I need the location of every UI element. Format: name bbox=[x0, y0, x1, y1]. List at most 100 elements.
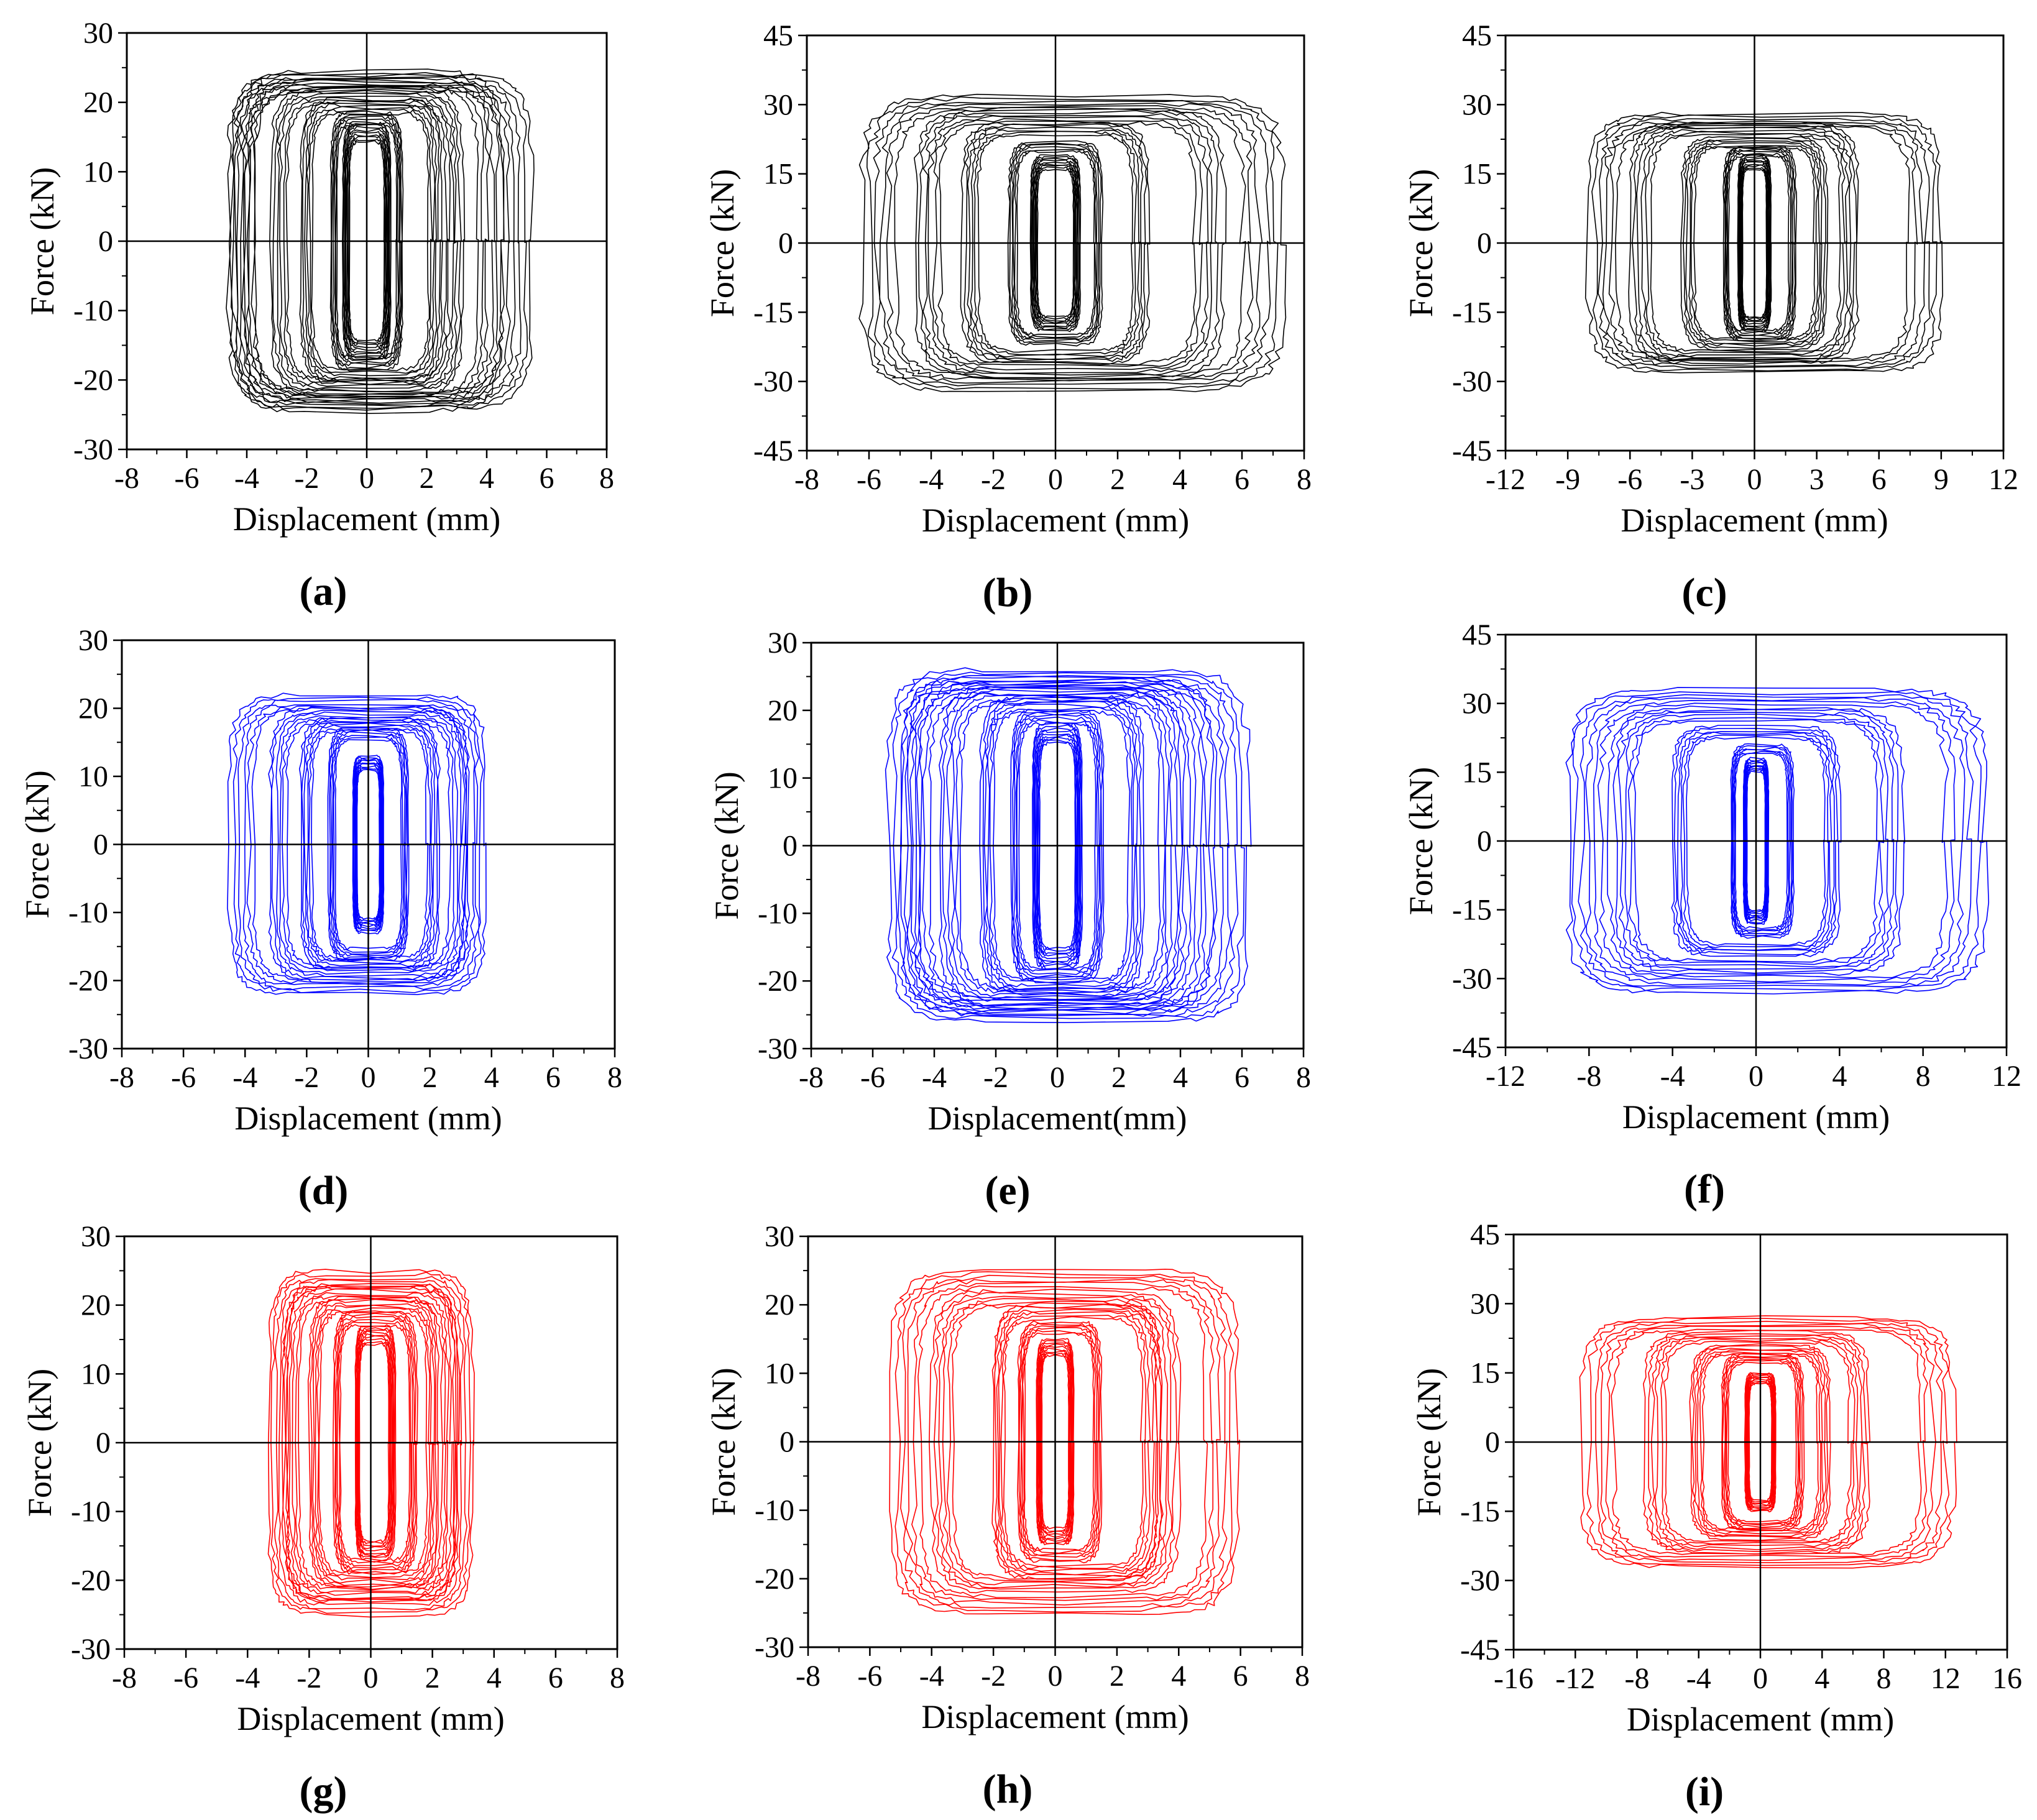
hysteresis-loop bbox=[1011, 144, 1100, 342]
y-tick-label: 20 bbox=[83, 86, 113, 119]
hysteresis-loop bbox=[928, 691, 1187, 999]
x-tick-label: -2 bbox=[297, 1661, 321, 1694]
hysteresis-loop bbox=[1740, 164, 1768, 321]
x-tick-label: 4 bbox=[1814, 1662, 1829, 1695]
hysteresis-loop bbox=[917, 1285, 1208, 1599]
hysteresis-loop bbox=[1585, 697, 1966, 986]
x-tick-label: -8 bbox=[1576, 1060, 1601, 1093]
x-tick-label: -4 bbox=[235, 1661, 260, 1694]
hysteresis-loop bbox=[359, 1343, 390, 1543]
hysteresis-loop bbox=[950, 694, 1170, 998]
hysteresis-loop bbox=[283, 98, 451, 383]
hysteresis-loop bbox=[1727, 1361, 1797, 1522]
hysteresis-loop bbox=[914, 107, 1227, 380]
x-tick-label: -2 bbox=[981, 463, 1006, 496]
hysteresis-loop bbox=[1034, 730, 1080, 963]
x-tick-label: 6 bbox=[1872, 463, 1887, 496]
hysteresis-loop bbox=[241, 82, 516, 400]
hysteresis-loop bbox=[1016, 719, 1098, 972]
hysteresis-loop bbox=[1691, 1345, 1829, 1538]
hysteresis-loop bbox=[1727, 152, 1791, 334]
hysteresis-loop bbox=[312, 1302, 435, 1584]
hysteresis-loop bbox=[299, 97, 443, 385]
x-tick-label: 4 bbox=[1173, 1061, 1188, 1094]
hysteresis-loop bbox=[1742, 168, 1767, 318]
hysteresis-loop bbox=[1014, 149, 1097, 338]
hysteresis-loop bbox=[1688, 142, 1821, 344]
x-tick-label: 0 bbox=[364, 1661, 379, 1694]
hysteresis-loop bbox=[274, 1275, 467, 1611]
hysteresis-loop bbox=[982, 697, 1142, 993]
x-tick-label: 0 bbox=[1048, 463, 1063, 496]
x-tick-label: 8 bbox=[1297, 463, 1312, 496]
data-series-e bbox=[885, 667, 1252, 1023]
hysteresis-loop bbox=[356, 1330, 394, 1555]
hysteresis-loop bbox=[1740, 163, 1769, 323]
x-tick-label: 6 bbox=[540, 462, 554, 495]
hysteresis-loop bbox=[1724, 149, 1794, 338]
hysteresis-loop bbox=[1033, 161, 1078, 325]
panel-caption: (f) bbox=[1684, 1167, 1725, 1212]
hysteresis-loop bbox=[1732, 748, 1791, 933]
x-tick-label: 8 bbox=[1877, 1662, 1892, 1695]
hysteresis-loop bbox=[1682, 733, 1829, 949]
hysteresis-loop bbox=[879, 103, 1263, 384]
hysteresis-loop bbox=[285, 720, 452, 968]
data-series-g bbox=[267, 1269, 475, 1618]
hysteresis-loop bbox=[906, 677, 1207, 1014]
hysteresis-loop bbox=[1034, 727, 1081, 965]
x-tick-label: 3 bbox=[1809, 463, 1824, 496]
hysteresis-loop bbox=[1727, 154, 1790, 331]
y-tick-label: -20 bbox=[68, 965, 108, 998]
hysteresis-loop bbox=[281, 1283, 461, 1602]
hysteresis-loop bbox=[973, 131, 1138, 356]
hysteresis-loop bbox=[1734, 751, 1790, 931]
y-tick-label: 0 bbox=[1477, 227, 1492, 260]
hysteresis-loop bbox=[328, 728, 408, 959]
x-tick-label: 2 bbox=[423, 1061, 438, 1094]
x-tick-label: 8 bbox=[1295, 1660, 1310, 1693]
x-axis-label: Displacement (mm) bbox=[1627, 1701, 1894, 1738]
hysteresis-loop bbox=[334, 739, 403, 950]
data-series-f bbox=[1565, 687, 1989, 995]
hysteresis-loop bbox=[905, 1278, 1221, 1606]
x-tick-label: 6 bbox=[1235, 463, 1249, 496]
chart-panel-g: -8 -6 -4 -2 0 2 4 6 8-30-20-100102030Displacemen… bbox=[21, 1220, 625, 1814]
hysteresis-loop bbox=[1683, 137, 1826, 349]
hysteresis-loop bbox=[1690, 145, 1819, 342]
x-tick-label: -3 bbox=[1680, 463, 1704, 496]
chart-panel-f: -12 -8 -4 0 4 8 12 -45 -30 -15 0 15 30 45 Displacement… bbox=[1402, 618, 2021, 1212]
x-tick-label: 6 bbox=[548, 1661, 563, 1694]
hysteresis-loop bbox=[1608, 122, 1918, 362]
hysteresis-loop bbox=[1593, 700, 1956, 983]
hysteresis-loop bbox=[285, 103, 448, 381]
x-tick-label: -9 bbox=[1555, 463, 1580, 496]
hysteresis-loop bbox=[1591, 114, 1938, 372]
hysteresis-loop bbox=[1019, 1325, 1100, 1558]
hysteresis-loop bbox=[303, 722, 436, 967]
y-tick-label: -10 bbox=[68, 896, 108, 929]
hysteresis-loop bbox=[1732, 747, 1792, 935]
hysteresis-loop bbox=[1021, 1327, 1098, 1556]
hysteresis-loop bbox=[897, 675, 1239, 1017]
y-tick-label: 45 bbox=[1462, 19, 1492, 52]
hysteresis-loop bbox=[909, 681, 1224, 1011]
x-axis-label: Displacement (mm) bbox=[233, 500, 500, 538]
chart-panel-i: -16 -12 -8 -4 0 4 8 12 16 -45 -30 -15 0 15 30 45 Displac… bbox=[1410, 1218, 2022, 1814]
chart-panel-c: -12 -9 -6 -3 0 3 6 9 12-45-30-150153045Displacem… bbox=[1402, 19, 2018, 615]
hysteresis-loop bbox=[1036, 1340, 1074, 1545]
x-tick-label: -4 bbox=[1686, 1662, 1711, 1695]
hysteresis-loop bbox=[1725, 150, 1793, 336]
hysteresis-loop bbox=[932, 118, 1203, 367]
hysteresis-loop bbox=[986, 704, 1136, 988]
hysteresis-loop bbox=[952, 1303, 1159, 1580]
hysteresis-loop bbox=[231, 76, 528, 406]
hysteresis-loop bbox=[333, 1310, 418, 1575]
panel-caption: (g) bbox=[300, 1768, 347, 1814]
y-tick-label: 30 bbox=[81, 1220, 111, 1253]
hysteresis-loop bbox=[894, 108, 1246, 379]
hysteresis-loop bbox=[285, 1285, 457, 1600]
hysteresis-loop bbox=[318, 1311, 428, 1575]
hysteresis-loop bbox=[1595, 1320, 1943, 1563]
